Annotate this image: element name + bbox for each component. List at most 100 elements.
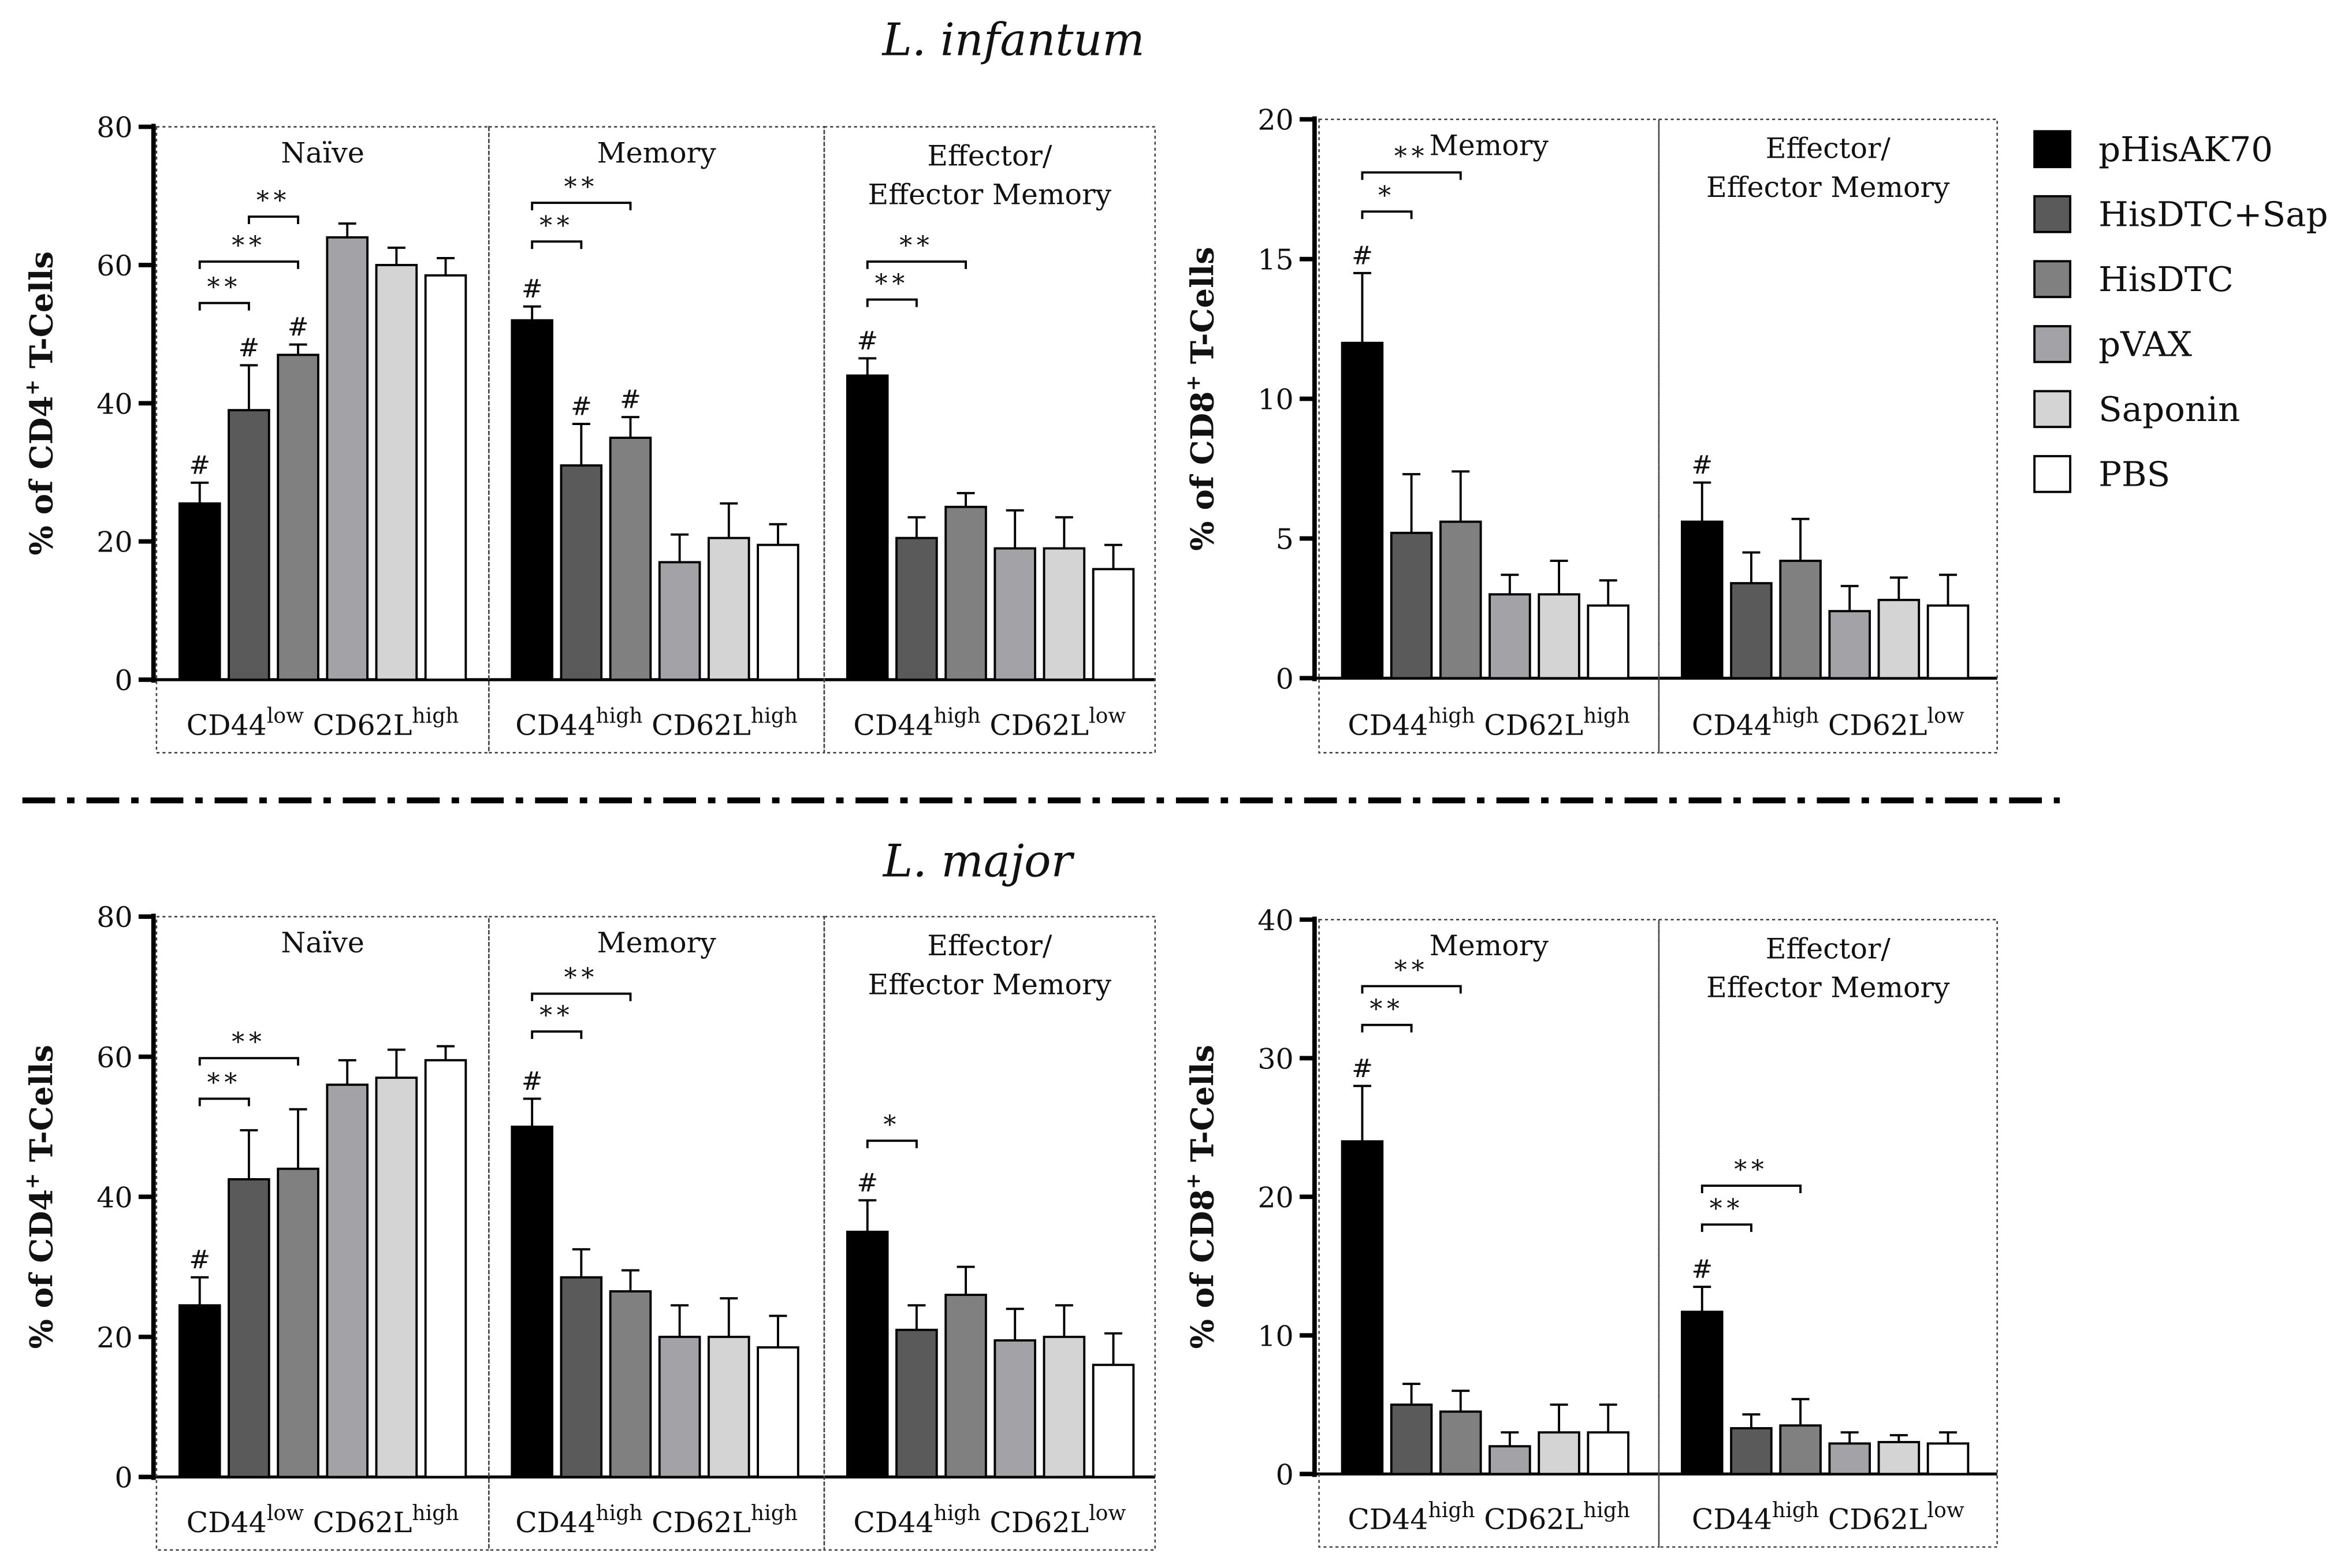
- bar-HisDTC: [1439, 520, 1482, 680]
- bar-pHisAK70: [178, 1304, 221, 1478]
- bar-pVAX: [1828, 610, 1871, 680]
- significance-bracket: [866, 1139, 918, 1149]
- group-name: Effector/: [927, 139, 1052, 173]
- significance-label: **: [232, 1027, 266, 1057]
- phenotype-label: CD44low CD62Lhigh: [187, 1500, 459, 1539]
- group-box: [1318, 118, 1660, 754]
- bar-pHisAK70: [846, 374, 889, 681]
- significance-bracket: [1361, 210, 1413, 219]
- chart-1: 0 20 40 60 80 % of CD4+ T-Cells Naïve CD44low C…: [21, 111, 1156, 754]
- phenotype-label: CD44high CD62Llow: [853, 703, 1126, 742]
- bar-pVAX: [993, 547, 1036, 681]
- bar-HisDTC+Sap: [895, 537, 938, 681]
- hash-marker: #: [189, 1245, 210, 1275]
- significance-label: **: [1370, 995, 1404, 1024]
- y-axis-label: % of CD4+ T-Cells: [21, 1045, 59, 1349]
- hash-marker: #: [1352, 1054, 1373, 1083]
- phenotype-label: CD44high CD62Llow: [853, 1500, 1126, 1539]
- hash-marker: #: [620, 385, 641, 415]
- bar-HisDTC+Sap: [1390, 531, 1433, 680]
- bar-Saponin: [375, 1077, 418, 1478]
- hash-marker: #: [288, 312, 309, 342]
- phenotype-label: CD44high CD62Llow: [1692, 1498, 1964, 1536]
- bar-Saponin: [1877, 598, 1921, 680]
- legend-swatch: [2033, 260, 2072, 299]
- bar-HisDTC+Sap: [560, 1276, 603, 1478]
- hash-marker: #: [857, 326, 878, 356]
- y-tick-label: 20: [96, 1321, 132, 1354]
- bar-HisDTC+Sap: [1390, 1403, 1433, 1476]
- significance-label: *: [884, 1110, 901, 1139]
- significance-label: **: [1394, 142, 1428, 172]
- bar-HisDTC: [609, 437, 652, 681]
- group-name: Memory: [597, 136, 716, 169]
- significance-label: **: [1394, 956, 1428, 985]
- y-tick-label: 5: [1276, 522, 1294, 556]
- y-tick-label: 10: [1257, 383, 1293, 416]
- y-tick-label: 0: [1276, 1458, 1294, 1491]
- group-name: Memory: [1430, 929, 1549, 962]
- title-top: L. infantum: [881, 14, 1145, 66]
- hash-marker: #: [522, 274, 543, 304]
- legend-label: pVAX: [2098, 324, 2192, 364]
- legend-swatch: [2033, 195, 2072, 233]
- group-1: Memory CD44high CD62Lhigh # ** **: [1318, 919, 1660, 1548]
- bar-pVAX: [1488, 1445, 1531, 1476]
- significance-label: **: [564, 172, 598, 202]
- hash-marker: #: [857, 1168, 878, 1198]
- group-name: Effector Memory: [1706, 170, 1950, 204]
- significance-bracket: [1361, 985, 1462, 994]
- bar-HisDTC+Sap: [1730, 582, 1773, 680]
- group-3: Effector/Effector Memory CD44high CD62Llo…: [823, 915, 1156, 1551]
- legend-label: Saponin: [2098, 389, 2240, 429]
- y-tick-label: 0: [114, 664, 132, 697]
- significance-bracket: [531, 1030, 583, 1039]
- hash-marker: #: [189, 450, 210, 480]
- hash-marker: #: [1691, 1255, 1713, 1284]
- bar-PBS: [424, 1059, 467, 1478]
- group-name: Effector Memory: [1706, 970, 1950, 1004]
- bar-HisDTC: [944, 1294, 987, 1478]
- y-axis-label: % of CD8+ T-Cells: [1182, 247, 1220, 550]
- legend-label: HisDTC: [2098, 259, 2234, 299]
- group-name: Effector/: [1766, 932, 1891, 965]
- bar-PBS: [757, 543, 799, 681]
- group-box: [1318, 919, 1660, 1548]
- significance-bracket: [1361, 171, 1462, 180]
- chart-3: 0 20 40 60 80 % of CD4+ T-Cells Naïve CD44low C…: [21, 900, 1156, 1551]
- hash-marker: #: [1691, 450, 1713, 480]
- bar-Saponin: [1538, 1431, 1580, 1476]
- group-name: Naïve: [281, 136, 364, 169]
- bar-pHisAK70: [1680, 520, 1724, 680]
- significance-label: **: [539, 1001, 574, 1030]
- group-name: Effector/: [927, 929, 1052, 962]
- bar-pVAX: [1488, 593, 1531, 680]
- y-tick-label: 20: [1257, 1180, 1293, 1214]
- bar-PBS: [1092, 568, 1135, 681]
- bar-PBS: [1926, 1442, 1970, 1476]
- legend: pHisAK70 HisDTC+Sap HisDTC pVAX Saponin PBS: [2033, 129, 2328, 494]
- hash-marker: #: [571, 392, 592, 422]
- group-2: Memory CD44high CD62Lhigh # ** **: [488, 915, 825, 1551]
- group-1: Naïve CD44low CD62Lhigh # # # ** ** **: [155, 126, 490, 754]
- bar-pVAX: [658, 561, 701, 681]
- bar-HisDTC: [1439, 1410, 1482, 1476]
- significance-bracket: [531, 202, 632, 211]
- significance-bracket: [198, 260, 300, 269]
- y-tick-label: 40: [1257, 903, 1293, 937]
- significance-bracket: [198, 1097, 250, 1107]
- significance-label: **: [207, 273, 241, 302]
- y-tick-label: 10: [1257, 1319, 1293, 1353]
- y-tick-label: 0: [114, 1461, 132, 1494]
- y-tick-label: 20: [1257, 103, 1293, 137]
- significance-bracket: [531, 240, 583, 249]
- bar-HisDTC+Sap: [895, 1328, 938, 1478]
- y-tick-label: 15: [1257, 243, 1293, 277]
- significance-bracket: [1361, 1023, 1413, 1033]
- phenotype-label: CD44high CD62Lhigh: [515, 1500, 798, 1539]
- bar-Saponin: [708, 1335, 750, 1478]
- bar-Saponin: [1538, 593, 1580, 680]
- group-3: Effector/Effector Memory CD44high CD62Llo…: [823, 126, 1156, 754]
- bar-PBS: [1587, 1431, 1629, 1476]
